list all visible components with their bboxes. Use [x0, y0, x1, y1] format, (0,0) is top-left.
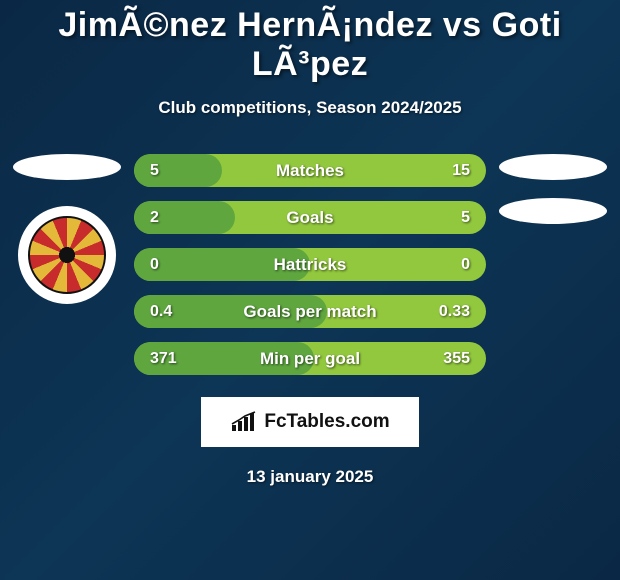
subtitle: Club competitions, Season 2024/2025 [0, 98, 620, 118]
stat-bar: 5 Matches 15 [134, 154, 486, 187]
stat-value-right: 15 [452, 162, 470, 180]
club-badge-right-placeholder [499, 198, 607, 224]
player-right-name-pill [499, 154, 607, 180]
stat-label: Min per goal [260, 349, 360, 369]
stat-value-right: 0 [461, 256, 470, 274]
stat-bar: 0 Hattricks 0 [134, 248, 486, 281]
stat-label: Matches [276, 161, 344, 181]
stat-value-left: 0.4 [150, 303, 172, 321]
stat-value-right: 5 [461, 209, 470, 227]
club-badge-left [18, 206, 116, 304]
brand-badge[interactable]: FcTables.com [201, 397, 419, 447]
stat-value-left: 2 [150, 209, 159, 227]
brand-chart-icon [230, 411, 258, 433]
club-badge-left-inner [28, 216, 106, 294]
comparison-row: 5 Matches 15 2 Goals 5 0 Hattricks 0 0.4 Goals per… [0, 154, 620, 375]
stat-bar: 2 Goals 5 [134, 201, 486, 234]
stat-bar-left-fill [134, 154, 222, 187]
player-left-name-pill [13, 154, 121, 180]
stats-column: 5 Matches 15 2 Goals 5 0 Hattricks 0 0.4 Goals per… [126, 154, 494, 375]
stat-label: Hattricks [274, 255, 347, 275]
stat-value-left: 0 [150, 256, 159, 274]
date-line: 13 january 2025 [0, 467, 620, 487]
stat-bar: 0.4 Goals per match 0.33 [134, 295, 486, 328]
stat-value-right: 355 [443, 350, 470, 368]
stat-label: Goals per match [243, 302, 376, 322]
stat-bar: 371 Min per goal 355 [134, 342, 486, 375]
brand-text: FcTables.com [264, 411, 389, 433]
player-right-column [494, 154, 614, 375]
stat-value-right: 0.33 [439, 303, 470, 321]
player-left-column [6, 154, 126, 375]
page-title: JimÃ©nez HernÃ¡ndez vs Goti LÃ³pez [0, 0, 620, 84]
stat-value-left: 371 [150, 350, 177, 368]
stat-value-left: 5 [150, 162, 159, 180]
stat-label: Goals [286, 208, 333, 228]
